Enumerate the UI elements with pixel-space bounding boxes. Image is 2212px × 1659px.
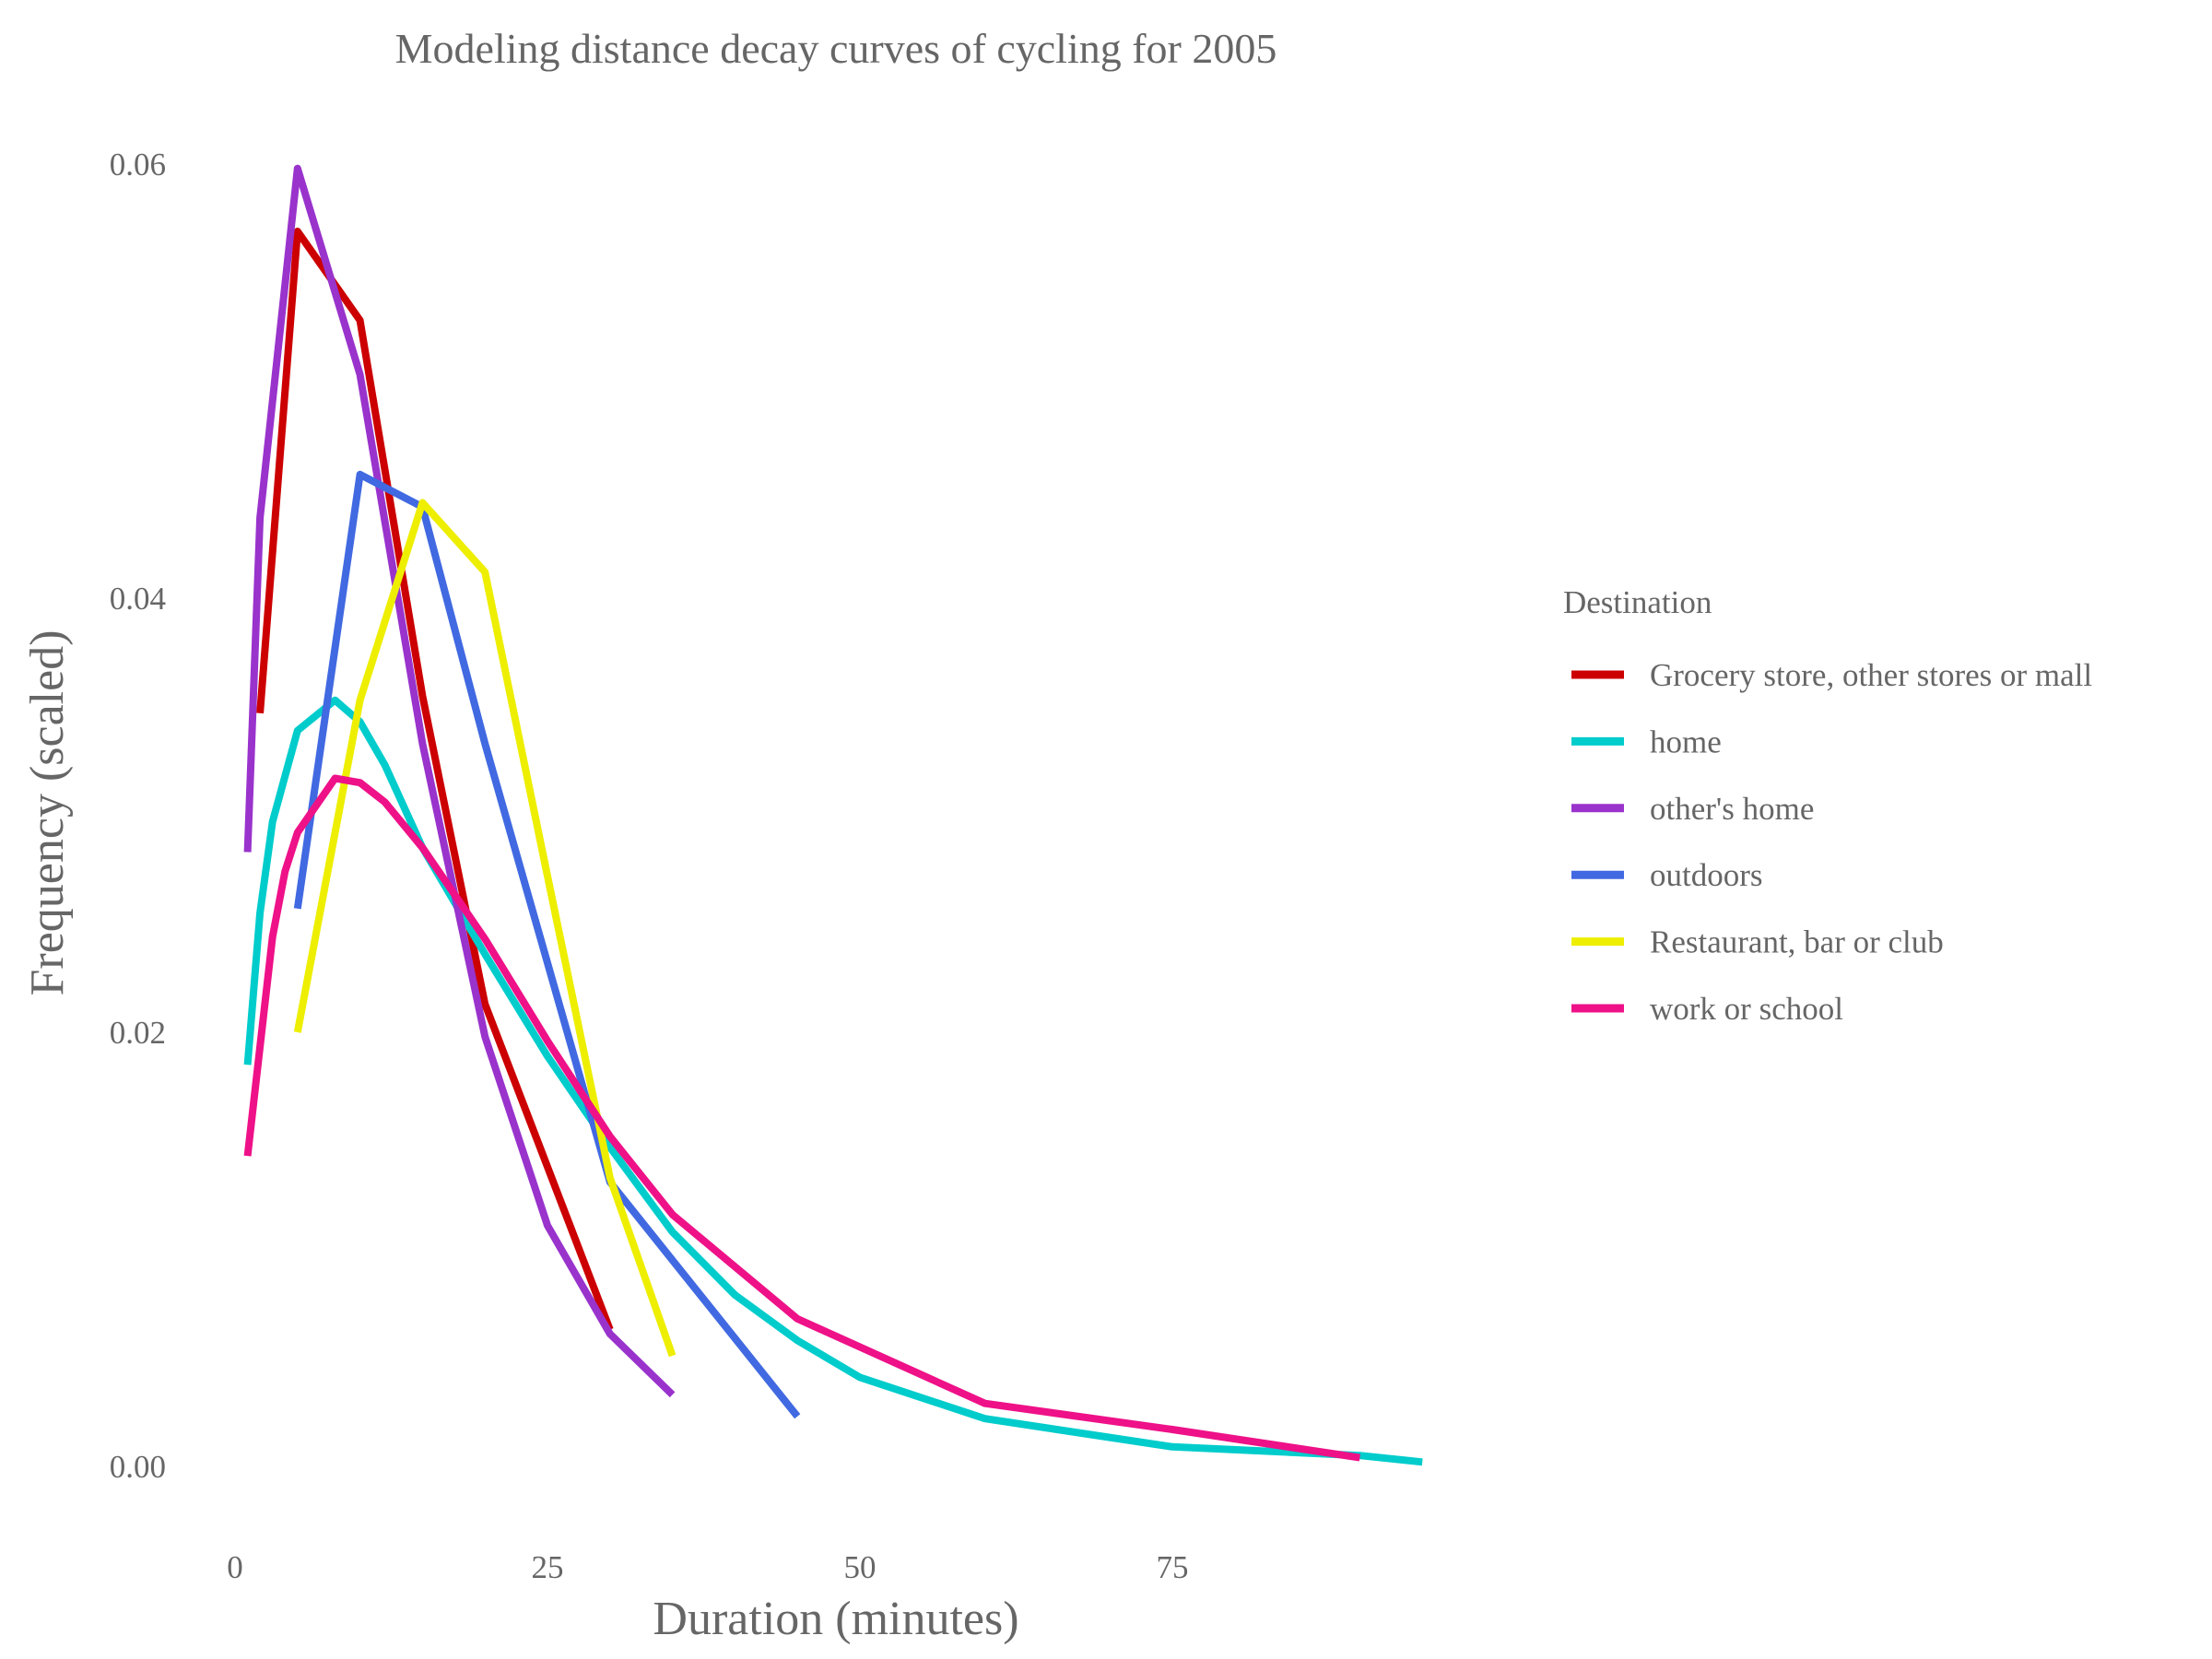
x-tick-label: 25 [532, 1549, 564, 1585]
series-line [243, 774, 1360, 1462]
legend-label: Grocery store, other stores or mall [1650, 657, 2092, 693]
x-tick-label: 50 [844, 1549, 877, 1585]
legend-label: outdoors [1650, 857, 1763, 893]
y-axis-ticks: 0.00 0.02 0.04 0.06 [110, 147, 166, 1485]
legend-items: Grocery store, other stores or mall home o… [1571, 657, 2092, 1027]
x-tick-label: 75 [1157, 1549, 1189, 1585]
chart-title: Modeling distance decay curves of cyclin… [395, 25, 1277, 72]
legend-title: Destination [1563, 584, 1712, 620]
series-line [256, 228, 614, 1332]
legend-label: Restaurant, bar or club [1650, 924, 1944, 960]
x-tick-label: 0 [227, 1549, 243, 1585]
series-line [243, 164, 676, 1398]
legend-label: other's home [1650, 791, 1814, 827]
series-line [293, 499, 677, 1358]
plot-area [243, 164, 1423, 1466]
legend-label: home [1650, 724, 1722, 759]
legend-label: work or school [1650, 991, 1843, 1027]
x-axis-label: Duration (minutes) [653, 1593, 1018, 1645]
y-tick-label: 0.02 [110, 1015, 166, 1051]
series-line [293, 470, 801, 1419]
y-tick-label: 0.00 [110, 1449, 166, 1485]
y-tick-label: 0.06 [110, 147, 166, 182]
series-line [243, 696, 1423, 1466]
x-axis-ticks: 0 25 50 75 [227, 1549, 1188, 1585]
y-tick-label: 0.04 [110, 581, 166, 617]
y-axis-label: Frequency (scaled) [21, 629, 74, 995]
legend: Destination Grocery store, other stores … [1563, 584, 2092, 1027]
